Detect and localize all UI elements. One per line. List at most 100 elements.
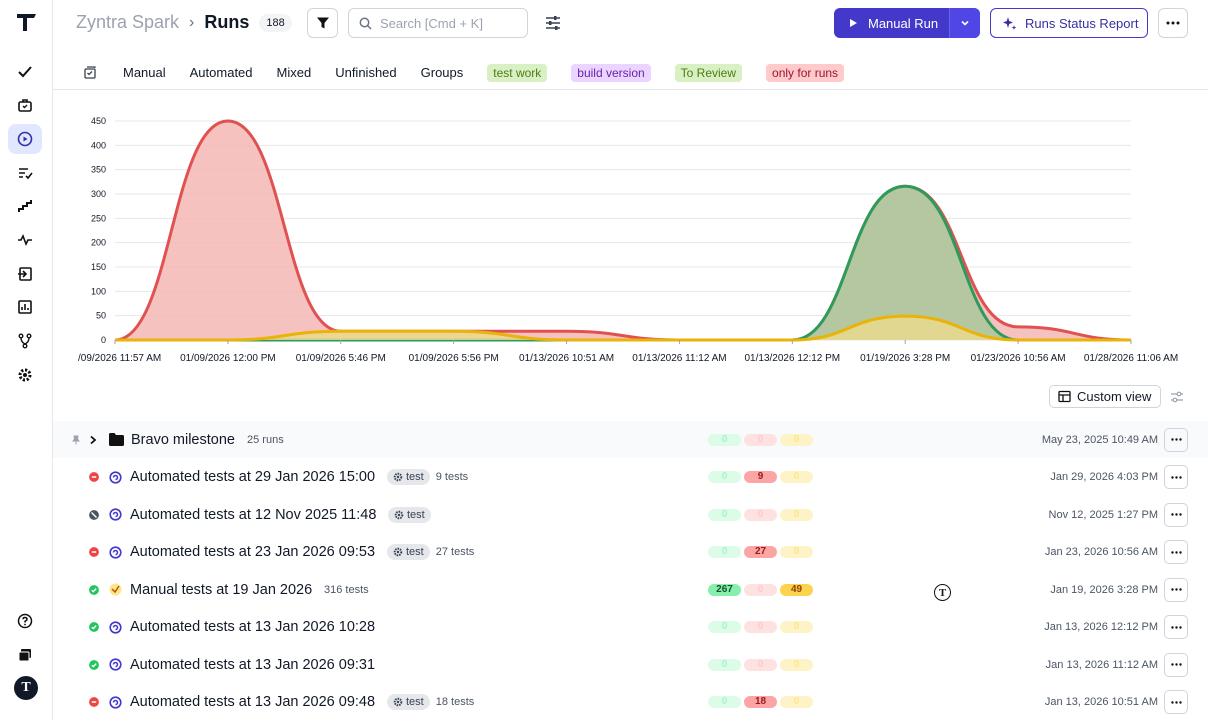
run-date: Jan 13, 2026 12:12 PM (1044, 621, 1158, 633)
x-tick-label: /09/2026 11:57 AM (78, 353, 161, 364)
skipped-count: 0 (780, 621, 813, 633)
sidebar-item-runs[interactable] (8, 124, 42, 154)
breadcrumb: Zyntra Spark › Runs 188 (76, 12, 292, 33)
status-report-label: Runs Status Report (1025, 15, 1139, 31)
x-tick-label: 01/13/2026 11:12 AM (632, 353, 726, 364)
view-settings-icon[interactable] (1170, 390, 1184, 404)
run-title[interactable]: Automated tests at 13 Jan 2026 09:48 (130, 694, 376, 710)
row-more-button[interactable] (1164, 577, 1188, 602)
sidebar-item-pulse[interactable] (8, 225, 42, 255)
run-row[interactable]: Automated tests at 13 Jan 2026 09:48 test… (53, 684, 1208, 721)
row-more-button[interactable] (1164, 652, 1188, 677)
sidebar-item-help[interactable] (8, 606, 42, 636)
passed-count: 0 (708, 658, 741, 671)
checklist-icon[interactable] (83, 65, 97, 80)
run-count-text: 316 tests (324, 583, 369, 596)
project-name[interactable]: Zyntra Spark (76, 12, 180, 32)
run-row[interactable]: Automated tests at 12 Nov 2025 11:48 test… (53, 496, 1208, 533)
y-tick-label: 400 (91, 140, 106, 150)
tab-unfinished[interactable]: Unfinished (335, 65, 397, 80)
tab-manual[interactable]: Manual (123, 65, 166, 80)
run-title[interactable]: Automated tests at 29 Jan 2026 15:00 (130, 469, 376, 485)
run-tag-label: test (407, 508, 425, 521)
header-more-button[interactable] (1158, 8, 1188, 38)
run-row[interactable]: Automated tests at 13 Jan 2026 10:28 0 0 0 J… (53, 609, 1208, 646)
manual-run-main[interactable]: Manual Run (834, 8, 949, 38)
series-area-1 (115, 186, 1131, 340)
run-row[interactable]: Automated tests at 13 Jan 2026 09:31 0 0 0 J… (53, 646, 1208, 683)
row-more-button[interactable] (1164, 540, 1188, 564)
row-more-button[interactable] (1164, 465, 1188, 489)
runs-status-report-button[interactable]: Runs Status Report (990, 8, 1148, 38)
failed-count: 27 (744, 546, 777, 558)
tab-mixed[interactable]: Mixed (276, 65, 312, 80)
run-date: Nov 12, 2025 1:27 PM (1048, 508, 1158, 521)
sidebar-item-checklist[interactable] (8, 158, 42, 188)
chevron-right-icon[interactable] (88, 435, 98, 445)
custom-view-button[interactable]: Custom view (1049, 385, 1161, 408)
x-tick-label: 01/09/2026 12:00 PM (180, 353, 276, 364)
y-tick-label: 200 (91, 238, 106, 248)
sidebar-item-projects[interactable] (8, 640, 42, 670)
tab-groups[interactable]: Groups (420, 65, 464, 80)
app-logo-icon[interactable] (14, 10, 38, 34)
sidebar-item-settings[interactable] (8, 360, 42, 390)
series-area-2 (115, 316, 1131, 340)
run-title[interactable]: Manual tests at 19 Jan 2026 (130, 581, 313, 598)
run-title[interactable]: Automated tests at 13 Jan 2026 10:28 (130, 619, 376, 635)
pin-icon[interactable] (71, 435, 81, 445)
run-tag[interactable]: test (387, 469, 430, 485)
run-count-text: 27 tests (435, 546, 475, 558)
tag-filter-build-version[interactable]: build version (571, 63, 651, 82)
run-title[interactable]: Automated tests at 23 Jan 2026 09:53 (130, 544, 376, 560)
run-row[interactable]: Automated tests at 23 Jan 2026 09:53 test… (53, 534, 1208, 571)
run-tag[interactable]: test (387, 694, 430, 710)
tab-automated[interactable]: Automated (189, 65, 253, 80)
more-horizontal-icon (1170, 475, 1182, 479)
passed-status-icon (89, 659, 99, 670)
search-input[interactable] (380, 15, 510, 31)
run-date: Jan 13, 2026 11:12 AM (1045, 658, 1158, 671)
milestone-title[interactable]: Bravo milestone (131, 431, 235, 448)
y-tick-label: 100 (91, 286, 106, 296)
tag-filter-only-for-runs[interactable]: only for runs (766, 63, 845, 82)
run-row[interactable]: Manual tests at 19 Jan 2026 316 tests 267 0… (53, 571, 1208, 608)
sliders-icon[interactable] (543, 13, 563, 33)
search-box[interactable] (348, 8, 528, 38)
tag-filter-to-review[interactable]: To Review (674, 63, 743, 82)
sidebar-item-analytics[interactable] (8, 292, 42, 322)
runs-count-badge: 188 (259, 13, 292, 32)
sidebar-item-steps[interactable] (8, 191, 42, 221)
run-meta: test 9 tests (387, 469, 468, 485)
run-row[interactable]: Automated tests at 29 Jan 2026 15:00 test… (53, 459, 1208, 496)
run-date: Jan 29, 2026 4:03 PM (1050, 471, 1158, 483)
sidebar-item-tests[interactable] (8, 57, 42, 87)
row-more-button[interactable] (1164, 502, 1188, 527)
sidebar-item-import[interactable] (8, 259, 42, 289)
run-tag[interactable]: test (388, 506, 431, 523)
run-tag-label: test (406, 546, 424, 558)
run-date: May 23, 2025 10:49 AM (1041, 433, 1158, 446)
series-line-0 (114, 119, 1132, 342)
sidebar-item-branches[interactable] (8, 326, 42, 356)
row-more-button[interactable] (1164, 690, 1188, 714)
runs-chart: 0 50 100 150 200 250 300 350 400 450/09/2026 11:5… (53, 95, 1208, 370)
user-avatar[interactable]: T (14, 676, 38, 700)
row-more-button[interactable] (1164, 615, 1188, 639)
row-more-button[interactable] (1164, 427, 1188, 452)
tag-filter-test-work[interactable]: test work (487, 63, 548, 82)
more-horizontal-icon (1170, 550, 1182, 554)
run-tag[interactable]: test (387, 544, 430, 560)
sidebar-item-plans[interactable] (8, 90, 42, 120)
passed-count: 0 (708, 433, 741, 446)
y-tick-label: 50 (96, 311, 106, 321)
failed-count: 9 (744, 471, 777, 483)
run-title[interactable]: Automated tests at 13 Jan 2026 09:31 (130, 656, 376, 673)
manual-run-dropdown[interactable] (949, 8, 980, 38)
milestone-row[interactable]: Bravo milestone 25 runs 0 0 0 May 23, 2025 10… (53, 421, 1208, 458)
passed-count: 0 (708, 546, 741, 558)
filter-button[interactable] (307, 8, 338, 38)
manual-run-button[interactable]: Manual Run (834, 8, 980, 38)
run-title[interactable]: Automated tests at 12 Nov 2025 11:48 (130, 506, 377, 523)
